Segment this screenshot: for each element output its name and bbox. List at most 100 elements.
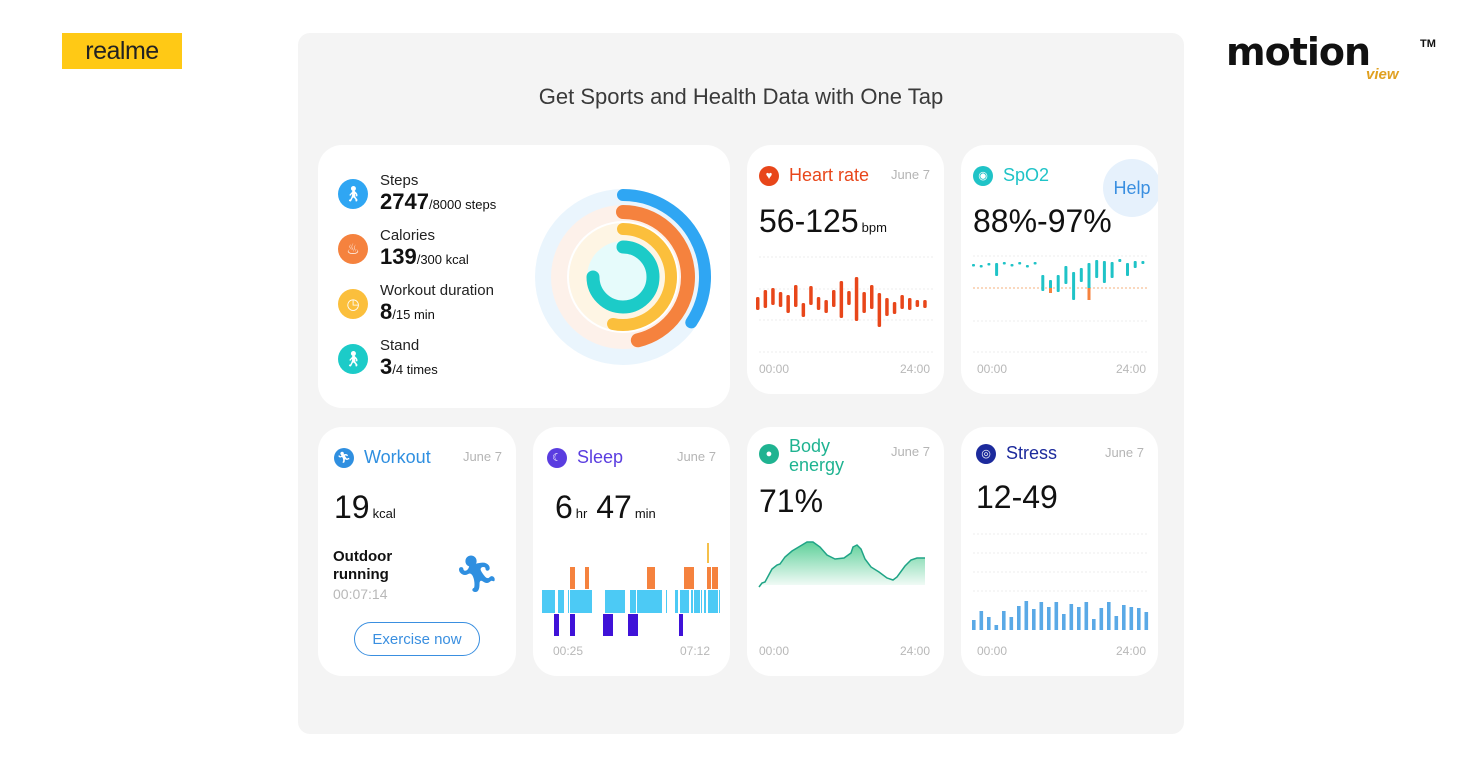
awake-segment	[684, 567, 694, 589]
stress-bar	[1062, 614, 1066, 630]
awake-segment	[570, 567, 575, 589]
stress-bar	[1039, 602, 1044, 630]
page-title: Get Sports and Health Data with One Tap	[538, 84, 944, 109]
light-sleep-segment	[542, 590, 555, 613]
stress-bar	[1077, 607, 1081, 630]
heart-rate-bar	[786, 295, 790, 313]
activity-card[interactable]: 🚶︎ Steps 2747/8000 steps ♨ Calories 139/3…	[318, 145, 730, 408]
standing-icon: 🚶︎	[338, 343, 368, 374]
light-sleep-segment	[570, 590, 592, 613]
heart-rate-bar	[801, 303, 806, 317]
runner-icon: 🏃︎	[454, 553, 500, 594]
ring-stand	[586, 240, 660, 314]
sleep-card[interactable]: ☾ Sleep June 7 6 hr 47 min 00:25 07:12	[533, 427, 730, 676]
exercise-now-button[interactable]: Exercise now	[354, 622, 480, 656]
activity-label: Calories	[380, 227, 436, 244]
activity-value: 2747/8000 steps	[380, 189, 497, 214]
card-date: June 7	[462, 449, 502, 464]
card-date: June 7	[1104, 445, 1144, 460]
workout-value: 19 kcal	[334, 489, 396, 525]
activity-label: Workout duration	[380, 282, 494, 299]
workout-card[interactable]: 🏃︎ Workout June 7 19 kcal Outdoor running …	[318, 427, 516, 676]
stress-chart	[972, 533, 1149, 630]
heart-rate-bar	[839, 281, 844, 318]
spo2-low-bar	[1087, 288, 1091, 300]
x-start: 00:00	[977, 362, 1008, 376]
body-energy-area	[759, 542, 925, 587]
light-sleep-segment	[704, 590, 706, 613]
heart-rate-bar	[847, 291, 851, 305]
light-sleep-segment	[666, 590, 667, 613]
awake-segment	[712, 567, 718, 589]
body-energy-value: 71%	[759, 483, 824, 519]
activity-label: Steps	[380, 172, 419, 189]
spo2-bar	[1033, 262, 1037, 265]
awake-segment	[647, 567, 655, 589]
stress-card[interactable]: ◎ Stress June 7 12-49 00:00 24:00	[961, 427, 1158, 676]
stress-icon: ◎	[976, 443, 996, 464]
x-end: 07:12	[679, 644, 710, 658]
activity-label: Stand	[380, 337, 420, 354]
x-start: 00:00	[759, 362, 790, 376]
activity-row: ♨ Calories 139/300 kcal	[338, 227, 469, 270]
spo2-bar	[972, 264, 975, 267]
walking-icon: 🚶︎	[338, 178, 368, 209]
spo2-bar	[1072, 272, 1076, 300]
body-energy-card[interactable]: ● Body energy June 7 71% 00:00 24:00	[747, 427, 944, 676]
ring-workout-duration	[607, 223, 677, 331]
help-button[interactable]: Help	[1103, 159, 1158, 217]
spo2-chart	[972, 255, 1149, 353]
heart-rate-bar	[756, 297, 760, 310]
x-end: 24:00	[899, 362, 930, 376]
heart-rate-card[interactable]: ♥ Heart rate June 7 56-125 bpm 00:00 24:00	[747, 145, 944, 394]
card-date: June 7	[676, 449, 716, 464]
spo2-bar	[1018, 262, 1022, 265]
stress-bar	[1114, 616, 1119, 630]
heart-rate-value: 56-125 bpm	[759, 203, 887, 239]
stress-bar	[1017, 606, 1021, 630]
stress-bar	[1047, 607, 1051, 630]
spo2-bar	[1126, 263, 1129, 276]
spo2-bar	[995, 263, 999, 276]
stress-bar	[1084, 602, 1089, 630]
light-sleep-segment	[708, 590, 718, 613]
card-title: Sleep	[577, 447, 624, 467]
spo2-bar	[1041, 275, 1045, 291]
flame-icon: ♨	[338, 233, 368, 264]
light-sleep-segment	[719, 590, 720, 613]
deep-sleep-segment	[628, 614, 638, 636]
card-date: June 7	[890, 444, 930, 459]
deep-sleep-segment	[570, 614, 575, 636]
heart-rate-bar	[892, 302, 897, 314]
light-sleep-segment	[630, 590, 636, 613]
workout-type: Outdoor running	[333, 548, 393, 583]
deep-sleep-segment	[679, 614, 683, 636]
heart-rate-bar	[854, 277, 859, 321]
person-icon: ●	[759, 444, 779, 464]
deep-sleep-segment	[554, 614, 559, 636]
stress-bar	[1144, 612, 1149, 630]
stress-bar	[1137, 608, 1141, 630]
motion-view-logo: motion view TM	[1226, 30, 1441, 86]
logo-sub: view	[1366, 66, 1399, 83]
heart-rate-bar	[862, 292, 866, 313]
activity-row: 🚶︎ Stand 3/4 times	[338, 337, 438, 380]
body-energy-chart	[758, 541, 925, 588]
spo2-card[interactable]: ◉ SpO2 Help 88%-97% 00:00 24:00	[961, 145, 1158, 394]
heart-rate-chart	[756, 256, 933, 353]
sleep-chart	[542, 543, 720, 636]
light-sleep-segment	[675, 590, 678, 613]
heart-rate-bar	[908, 298, 912, 310]
spo2-bar	[1095, 260, 1099, 278]
heart-rate-bar	[885, 298, 889, 316]
stress-bar	[987, 617, 991, 630]
card-title: Heart rate	[789, 165, 870, 185]
stress-bar	[972, 620, 976, 630]
stress-bar	[1122, 605, 1126, 630]
heart-rate-bar	[824, 300, 828, 313]
card-title: Workout	[364, 447, 431, 467]
heart-rate-bar	[870, 285, 874, 309]
awake-segment	[585, 567, 589, 589]
card-title: SpO2	[1003, 165, 1050, 185]
activity-rings	[535, 189, 711, 365]
